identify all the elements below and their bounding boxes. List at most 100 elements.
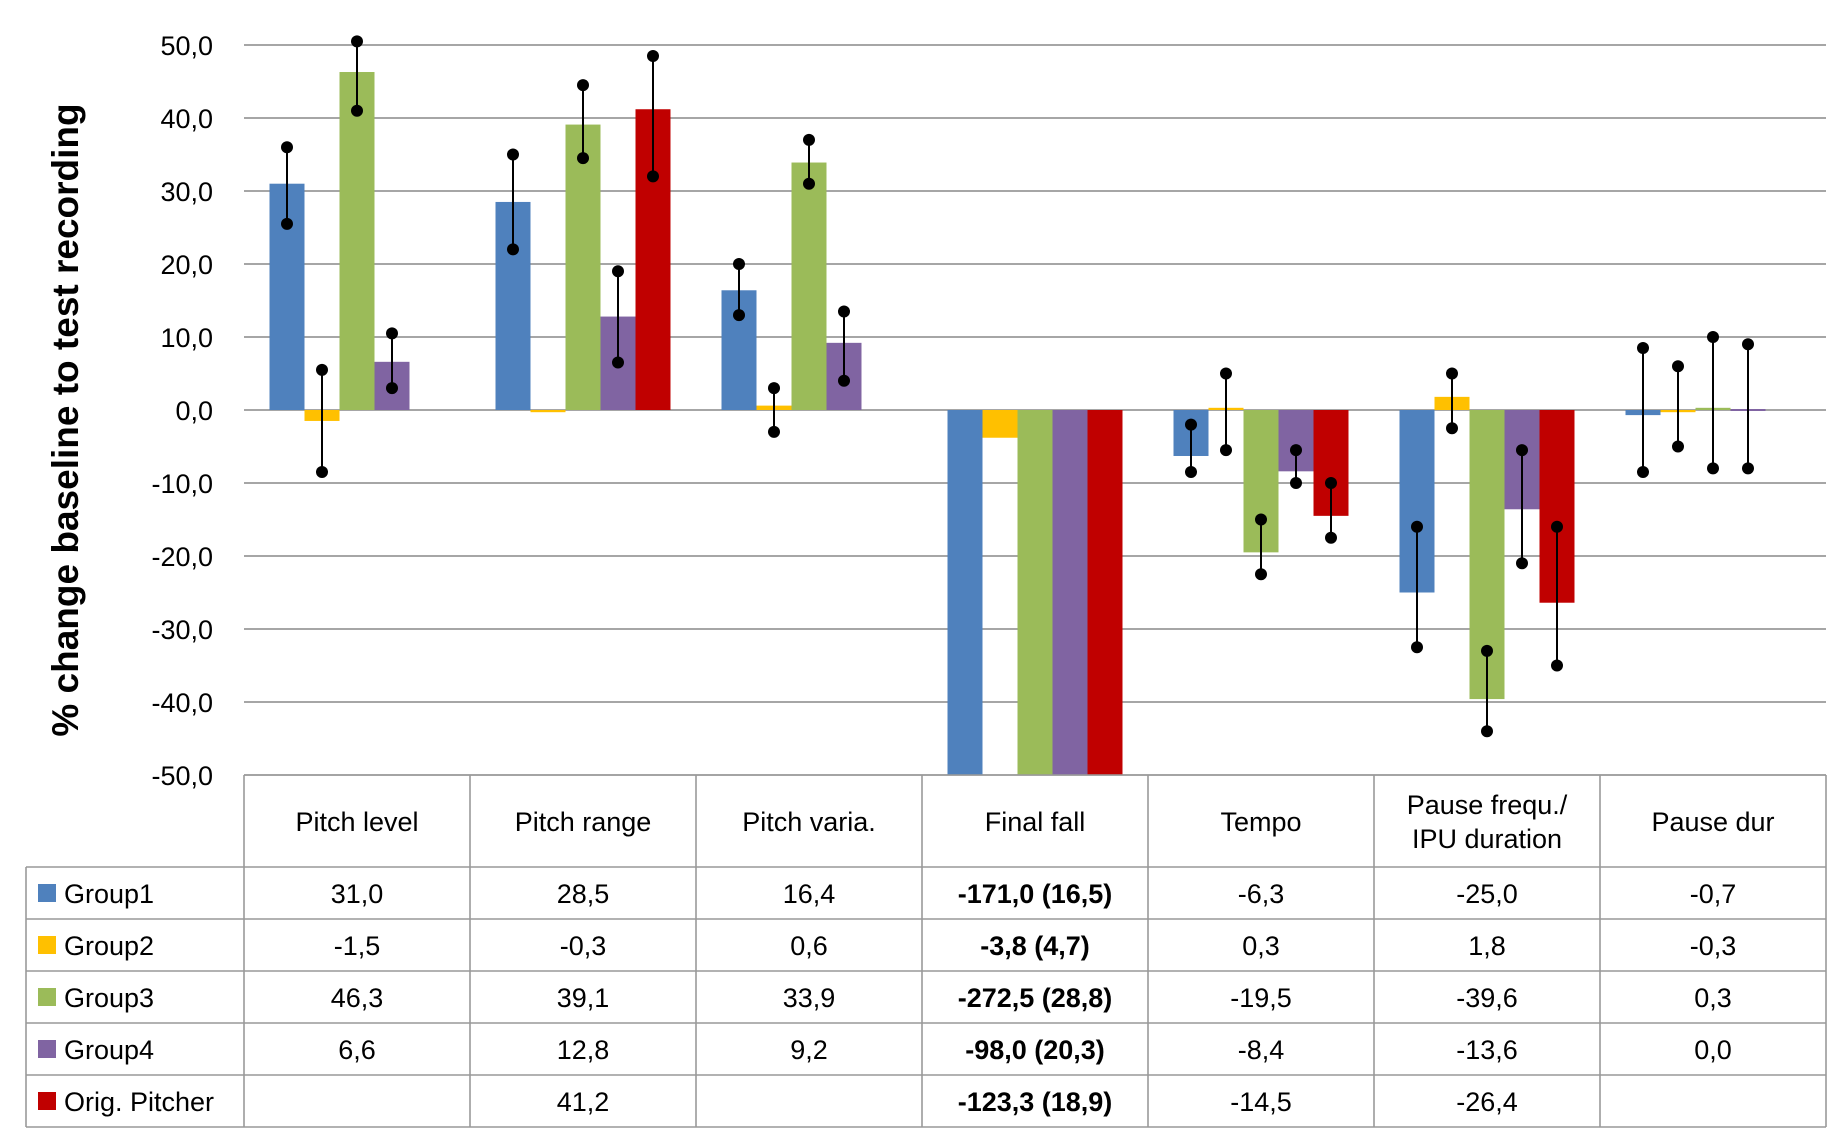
table-cell-value: 46,3 [331,983,384,1013]
error-bar-high-dot [1742,338,1754,351]
y-tick-label: 20,0 [160,250,213,280]
legend-swatch [38,988,56,1006]
error-bar-high-dot [351,35,363,48]
table-cell-value: -19,5 [1230,983,1292,1013]
error-bar-low-dot [1516,557,1528,570]
error-bar-high-dot [1672,360,1684,373]
bar-group2 [530,410,566,413]
legend-swatch [38,1092,56,1110]
error-bar-low-dot [316,466,328,479]
error-bar-low-dot [647,170,659,183]
table-cell-value: 28,5 [557,879,610,909]
table-cell-value: 6,6 [338,1035,376,1065]
error-bar-low-dot [1672,440,1684,453]
error-bar-low-dot [768,425,780,438]
bar-group4 [1052,410,1088,775]
table-cell-value: 12,8 [557,1035,610,1065]
error-bar-high-dot [507,148,519,161]
bar-group3 [339,72,375,410]
error-bar-low-dot [803,177,815,190]
bar-group3 [791,162,827,410]
error-bars [281,35,1754,738]
y-tick-label: -20,0 [151,542,213,572]
y-tick-label: -10,0 [151,469,213,499]
error-bar-high-dot [1290,444,1302,457]
legend-swatch [38,1040,56,1058]
category-label: Pitch range [515,807,652,837]
legend-label: Group4 [64,1035,154,1065]
table-cell-value: -1,5 [334,931,381,961]
legend-label: Group3 [64,983,154,1013]
legend-swatch [38,936,56,954]
error-bar-low-dot [1185,466,1197,479]
table-cell-value: -272,5 (28,8) [958,983,1113,1013]
bar-group3 [565,124,601,410]
table-cell-value: -25,0 [1456,879,1518,909]
error-bar-low-dot [1325,531,1337,544]
category-label: Pause dur [1651,807,1774,837]
bar-group1 [947,410,983,775]
table-cell-value: -8,4 [1238,1035,1285,1065]
legend-swatch [38,884,56,902]
y-tick-label: 40,0 [160,104,213,134]
error-bar-high-dot [316,363,328,376]
error-bar-high-dot [1637,341,1649,354]
error-bar-high-dot [1516,444,1528,457]
error-bar-high-dot [768,382,780,395]
bars [269,72,1766,775]
table-cell-value: -6,3 [1238,879,1285,909]
table-cell-value: 33,9 [783,983,836,1013]
error-bar-low-dot [838,374,850,387]
table-cell-value: 1,8 [1468,931,1506,961]
table-cell-value: -3,8 (4,7) [980,931,1090,961]
error-bar-high-dot [803,133,815,146]
error-bar-low-dot [1551,659,1563,672]
table-cell-value: -98,0 (20,3) [965,1035,1105,1065]
error-bar-high-dot [1481,644,1493,657]
error-bar-low-dot [507,243,519,256]
category-label: Pitch level [295,807,418,837]
y-tick-label: 50,0 [160,31,213,61]
error-bar-low-dot [733,309,745,322]
error-bar-high-dot [1255,513,1267,526]
table-cell-value: -0,3 [1690,931,1737,961]
error-bar-high-dot [1411,520,1423,533]
table-cell-value: -0,7 [1690,879,1737,909]
table-cell-value: -26,4 [1456,1087,1518,1117]
y-tick-label: -30,0 [151,615,213,645]
table-cell-value: 31,0 [331,879,384,909]
error-bar-low-dot [1446,422,1458,435]
error-bar-low-dot [1637,466,1649,479]
error-bar-low-dot [1220,444,1232,457]
category-label: Pause frequ./ [1407,790,1568,820]
error-bar-high-dot [1220,367,1232,380]
y-axis-tick-labels: 50,0 40,0 30,0 20,0 10,0 0,0 -10,0 -20,0 -30,0 -4… [151,31,213,791]
bar-orig-pitcher [1087,410,1123,775]
table-cell-value: -171,0 (16,5) [958,879,1113,909]
legend-label: Orig. Pitcher [64,1087,214,1117]
y-tick-label: -40,0 [151,688,213,718]
y-tick-label: 0,0 [175,396,213,426]
error-bar-low-dot [281,217,293,230]
error-bar-high-dot [386,327,398,340]
table-cell-value: 0,3 [1694,983,1732,1013]
error-bar-low-dot [1255,568,1267,581]
table-cell-value: 16,4 [783,879,836,909]
error-bar-low-dot [1742,462,1754,475]
table-cell-value: -14,5 [1230,1087,1292,1117]
table-cell-value: -0,3 [560,931,607,961]
error-bar-low-dot [386,382,398,395]
error-bar-high-dot [1185,418,1197,431]
legend-label: Group2 [64,931,154,961]
table-cell-value: -13,6 [1456,1035,1518,1065]
table-cell-value: 0,3 [1242,931,1280,961]
table-cell-value: 0,6 [790,931,828,961]
table-cell-value: 39,1 [557,983,610,1013]
error-bar-low-dot [351,104,363,117]
category-label: Tempo [1220,807,1301,837]
y-tick-label: -50,0 [151,761,213,791]
category-label: IPU duration [1412,824,1562,854]
category-label: Final fall [985,807,1086,837]
y-tick-label: 10,0 [160,323,213,353]
